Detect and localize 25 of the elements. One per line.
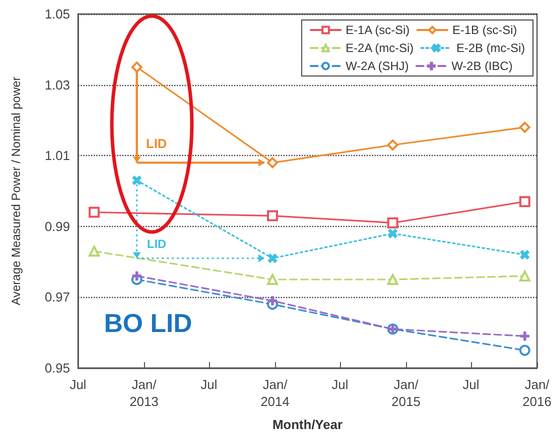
legend-label: E-1B (sc-Si) [452, 23, 518, 37]
y-tick-label: 0.95 [44, 360, 70, 376]
legend-label: W-2A (SHJ) [346, 59, 409, 73]
legend-label: W-2B (IBC) [451, 59, 513, 73]
x-tick-label: Jul [462, 377, 480, 392]
x-tick-label: Jan/ 2015 [392, 377, 420, 409]
legend-label: E-2A (mc-Si) [346, 41, 414, 55]
legend-label: E-2B (mc-Si) [456, 41, 526, 55]
x-tick-label: Jan/ 2016 [522, 377, 552, 409]
annotation: LID [146, 136, 167, 151]
legend-label: E-1A (sc-Si) [346, 23, 410, 37]
x-tick-label: Jul [332, 377, 348, 392]
x-axis-title: Month/Year [272, 417, 343, 432]
x-tick-label: Jan/ 2013 [130, 377, 158, 409]
annotation: LID [147, 237, 166, 251]
y-tick-label: 1.01 [44, 148, 70, 164]
y-tick-label: 0.97 [44, 290, 70, 305]
x-tick-label: Jul [200, 377, 218, 392]
y-tick-label: 1.05 [44, 6, 70, 22]
y-tick-label: 1.03 [44, 77, 70, 92]
annotation: BO LID [104, 308, 192, 339]
y-axis-title: Average Measured Power / Nominal power [9, 76, 23, 306]
x-tick-label: Jan/ 2014 [260, 377, 290, 409]
x-tick-label: Jul [70, 377, 86, 392]
y-tick-label: 0.99 [44, 218, 70, 234]
